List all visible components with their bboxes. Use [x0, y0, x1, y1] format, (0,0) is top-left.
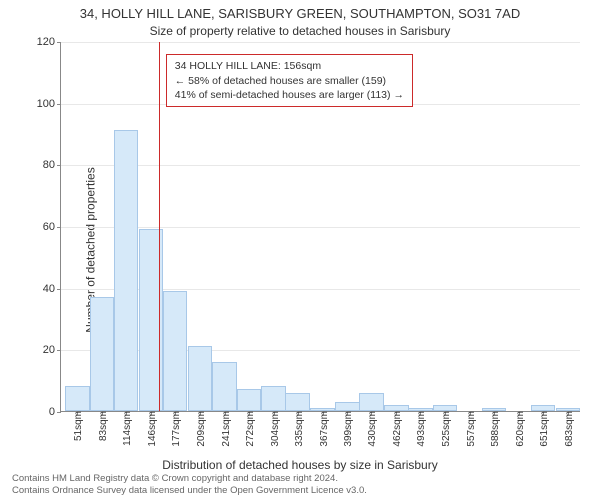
- xtick-label: 114sqm: [122, 411, 133, 446]
- histogram-bar: [65, 386, 90, 411]
- xtick-label: 209sqm: [196, 411, 207, 447]
- plot-area: 02040608010012051sqm83sqm114sqm146sqm177…: [60, 42, 580, 412]
- ytick-label: 20: [43, 344, 61, 356]
- xtick-label: 367sqm: [319, 411, 330, 447]
- xtick-label: 651sqm: [539, 411, 550, 447]
- xtick-label: 272sqm: [245, 411, 256, 447]
- xtick-label: 430sqm: [367, 411, 378, 447]
- info-box-line: ← 58% of detached houses are smaller (15…: [175, 74, 404, 88]
- chart-title: 34, HOLLY HILL LANE, SARISBURY GREEN, SO…: [0, 6, 600, 21]
- xtick-label: 525sqm: [441, 411, 452, 447]
- xtick-label: 304sqm: [270, 411, 281, 447]
- gridline: [61, 42, 580, 43]
- xtick-label: 83sqm: [98, 411, 109, 441]
- histogram-bar: [285, 393, 310, 412]
- ytick-label: 120: [37, 36, 61, 48]
- histogram-bar: [359, 393, 384, 412]
- xtick-label: 146sqm: [147, 411, 158, 447]
- info-box: 34 HOLLY HILL LANE: 156sqm← 58% of detac…: [166, 54, 413, 107]
- histogram-bar: [237, 389, 262, 411]
- x-axis-label: Distribution of detached houses by size …: [0, 458, 600, 472]
- xtick-label: 177sqm: [171, 411, 182, 447]
- histogram-bar: [188, 346, 213, 411]
- footer-line-2: Contains Ordnance Survey data licensed u…: [12, 485, 367, 496]
- footer-attribution: Contains HM Land Registry data © Crown c…: [12, 473, 367, 496]
- histogram-bar: [261, 386, 286, 411]
- ytick-label: 40: [43, 283, 61, 295]
- xtick-label: 620sqm: [515, 411, 526, 447]
- histogram-bar: [335, 402, 360, 411]
- xtick-label: 683sqm: [564, 411, 575, 447]
- xtick-label: 335sqm: [294, 411, 305, 447]
- histogram-bar: [212, 362, 237, 411]
- xtick-label: 51sqm: [73, 411, 84, 441]
- histogram-bar: [163, 291, 188, 411]
- xtick-label: 588sqm: [490, 411, 501, 447]
- xtick-label: 399sqm: [343, 411, 354, 447]
- info-box-line: 34 HOLLY HILL LANE: 156sqm: [175, 59, 404, 73]
- histogram-bar: [114, 130, 139, 411]
- ytick-label: 80: [43, 159, 61, 171]
- chart-subtitle: Size of property relative to detached ho…: [0, 24, 600, 38]
- gridline: [61, 165, 580, 166]
- property-marker-line: [159, 42, 160, 411]
- footer-line-1: Contains HM Land Registry data © Crown c…: [12, 473, 367, 484]
- info-box-line: 41% of semi-detached houses are larger (…: [175, 88, 404, 102]
- xtick-label: 557sqm: [466, 411, 477, 447]
- xtick-label: 462sqm: [392, 411, 403, 447]
- ytick-label: 60: [43, 221, 61, 233]
- gridline: [61, 227, 580, 228]
- ytick-label: 100: [37, 98, 61, 110]
- histogram-bar: [90, 297, 115, 411]
- chart-container: 34, HOLLY HILL LANE, SARISBURY GREEN, SO…: [0, 0, 600, 500]
- xtick-label: 241sqm: [221, 411, 232, 447]
- ytick-label: 0: [49, 406, 61, 418]
- xtick-label: 493sqm: [416, 411, 427, 447]
